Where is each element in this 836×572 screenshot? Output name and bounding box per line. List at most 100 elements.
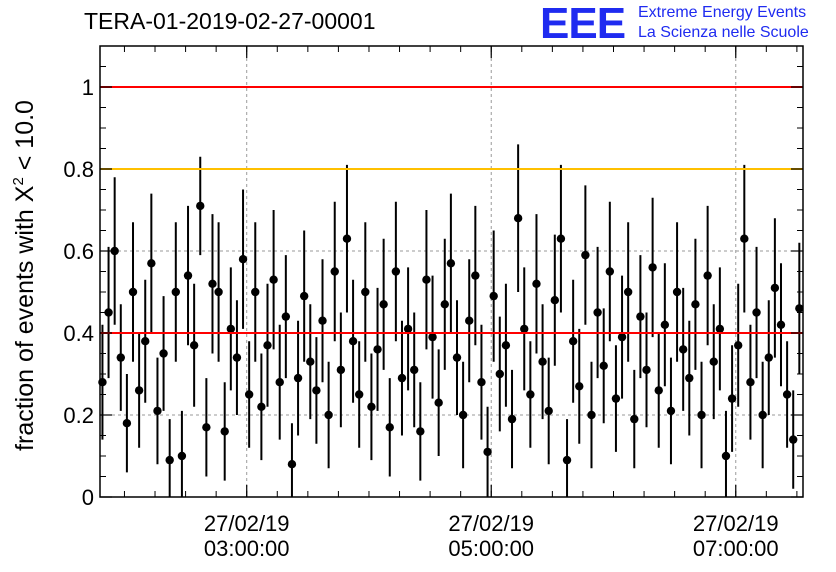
data-point [367, 402, 376, 411]
data-point [422, 275, 431, 284]
data-point [202, 423, 211, 432]
data-point [648, 263, 657, 272]
data-point [141, 337, 150, 346]
data-point [526, 390, 535, 399]
x-tick-label-time: 05:00:00 [448, 536, 534, 561]
data-point [795, 304, 804, 313]
data-point [544, 406, 553, 416]
data-point [397, 373, 407, 383]
data-point [232, 353, 242, 362]
data-point [385, 423, 394, 432]
data-point [703, 271, 712, 280]
data-point [556, 234, 566, 243]
axis-ticks [100, 45, 803, 498]
data-point [501, 341, 511, 350]
data-point [287, 460, 297, 469]
data-point [134, 386, 144, 395]
data-point [281, 312, 291, 321]
data-point [471, 271, 480, 280]
data-point [128, 287, 138, 297]
data-point [678, 345, 688, 354]
data-point [532, 279, 541, 288]
data-point [789, 435, 798, 444]
data-point [587, 410, 596, 420]
data-point [348, 337, 358, 346]
data-point [495, 369, 504, 379]
data-point [159, 349, 168, 358]
data-point [275, 378, 284, 387]
data-point [685, 373, 694, 383]
data-point [715, 324, 725, 334]
data-point [110, 246, 119, 256]
data-point [746, 378, 755, 387]
x-tick-label-time: 07:00:00 [693, 536, 779, 561]
data-point [770, 283, 780, 293]
data-point [183, 271, 193, 280]
data-point [483, 447, 492, 457]
data-point [691, 300, 700, 309]
data-point [153, 406, 162, 416]
data-point [171, 287, 181, 297]
data-point [446, 259, 456, 268]
data-point [520, 324, 529, 334]
data-point [740, 234, 749, 243]
data-point [562, 455, 572, 465]
x-tick-label-date: 27/02/19 [204, 511, 290, 536]
data-point [147, 259, 156, 268]
data-points [98, 144, 804, 497]
data-point [727, 394, 737, 403]
logo-line-1: Extreme Energy Events [638, 4, 807, 21]
data-point [654, 386, 663, 395]
data-point [354, 390, 364, 399]
data-point [220, 427, 229, 436]
y-tick-label: 0.4 [63, 321, 94, 346]
reference-lines [100, 86, 803, 334]
data-point [293, 373, 303, 383]
y-tick-label: 0.2 [63, 403, 94, 428]
data-point [214, 287, 223, 297]
data-point [299, 291, 309, 301]
data-point [538, 357, 547, 366]
data-point [721, 451, 731, 461]
data-point [636, 312, 645, 321]
eee-logo: EEE Extreme Energy Events La Scienza nel… [540, 2, 830, 46]
data-point [177, 451, 187, 461]
y-tick-label: 0.6 [63, 239, 94, 264]
data-point [452, 353, 462, 362]
y-tick-label: 1 [82, 75, 94, 100]
data-point [581, 250, 590, 260]
data-point [373, 345, 382, 354]
data-point [697, 410, 706, 420]
data-point [550, 296, 560, 305]
data-point [593, 308, 602, 317]
data-point [116, 353, 125, 362]
data-point [263, 341, 272, 350]
data-point [617, 332, 627, 342]
data-point [251, 287, 260, 297]
data-point [165, 455, 174, 465]
data-point [642, 365, 651, 375]
data-point [465, 316, 474, 325]
data-point [782, 390, 792, 399]
data-point [623, 287, 633, 297]
data-point [306, 357, 315, 366]
data-point [434, 398, 443, 407]
data-point [758, 410, 767, 420]
data-point [416, 427, 425, 436]
data-point [666, 406, 676, 416]
x-tick-label-time: 03:00:00 [204, 536, 290, 561]
data-point [734, 341, 743, 350]
x-tick-label-date: 27/02/19 [448, 511, 534, 536]
data-point [269, 275, 278, 284]
data-point [428, 332, 437, 342]
data-point [575, 382, 584, 391]
data-point [361, 287, 370, 297]
data-point [599, 361, 608, 370]
data-point [238, 255, 248, 264]
data-point [513, 214, 523, 223]
data-point [312, 386, 321, 395]
data-point [336, 365, 346, 375]
data-point [257, 402, 266, 411]
eee-logo-mark: EEE [540, 0, 626, 48]
